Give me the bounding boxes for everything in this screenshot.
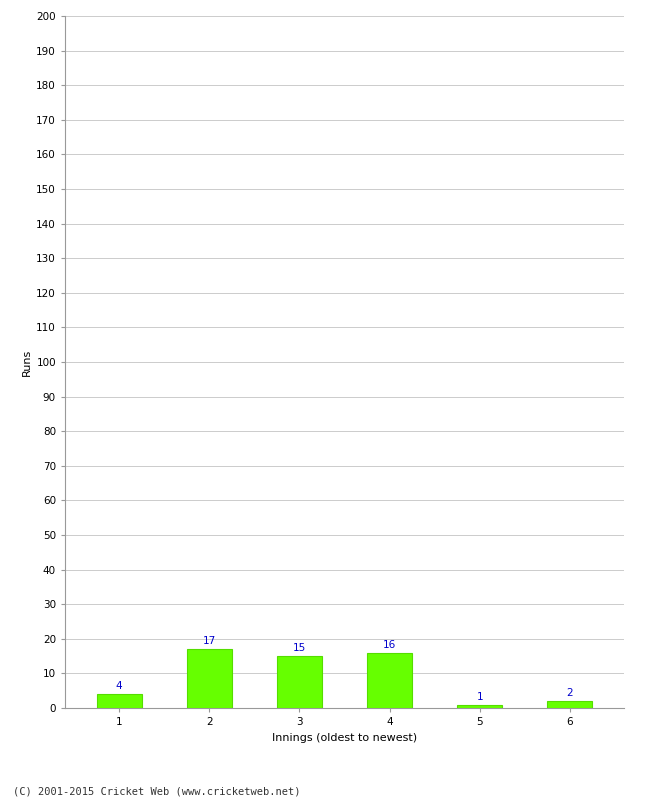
Text: (C) 2001-2015 Cricket Web (www.cricketweb.net): (C) 2001-2015 Cricket Web (www.cricketwe… [13, 786, 300, 796]
Text: 16: 16 [383, 640, 396, 650]
Text: 17: 17 [203, 637, 216, 646]
Text: 4: 4 [116, 682, 122, 691]
Bar [367, 653, 412, 708]
Bar [187, 649, 232, 708]
Bar [277, 656, 322, 708]
Bar [457, 705, 502, 708]
Bar [97, 694, 142, 708]
Y-axis label: Runs: Runs [22, 348, 32, 376]
Text: 15: 15 [292, 643, 306, 654]
Text: 1: 1 [476, 692, 483, 702]
Bar [547, 701, 592, 708]
Text: 2: 2 [567, 688, 573, 698]
X-axis label: Innings (oldest to newest): Innings (oldest to newest) [272, 733, 417, 742]
